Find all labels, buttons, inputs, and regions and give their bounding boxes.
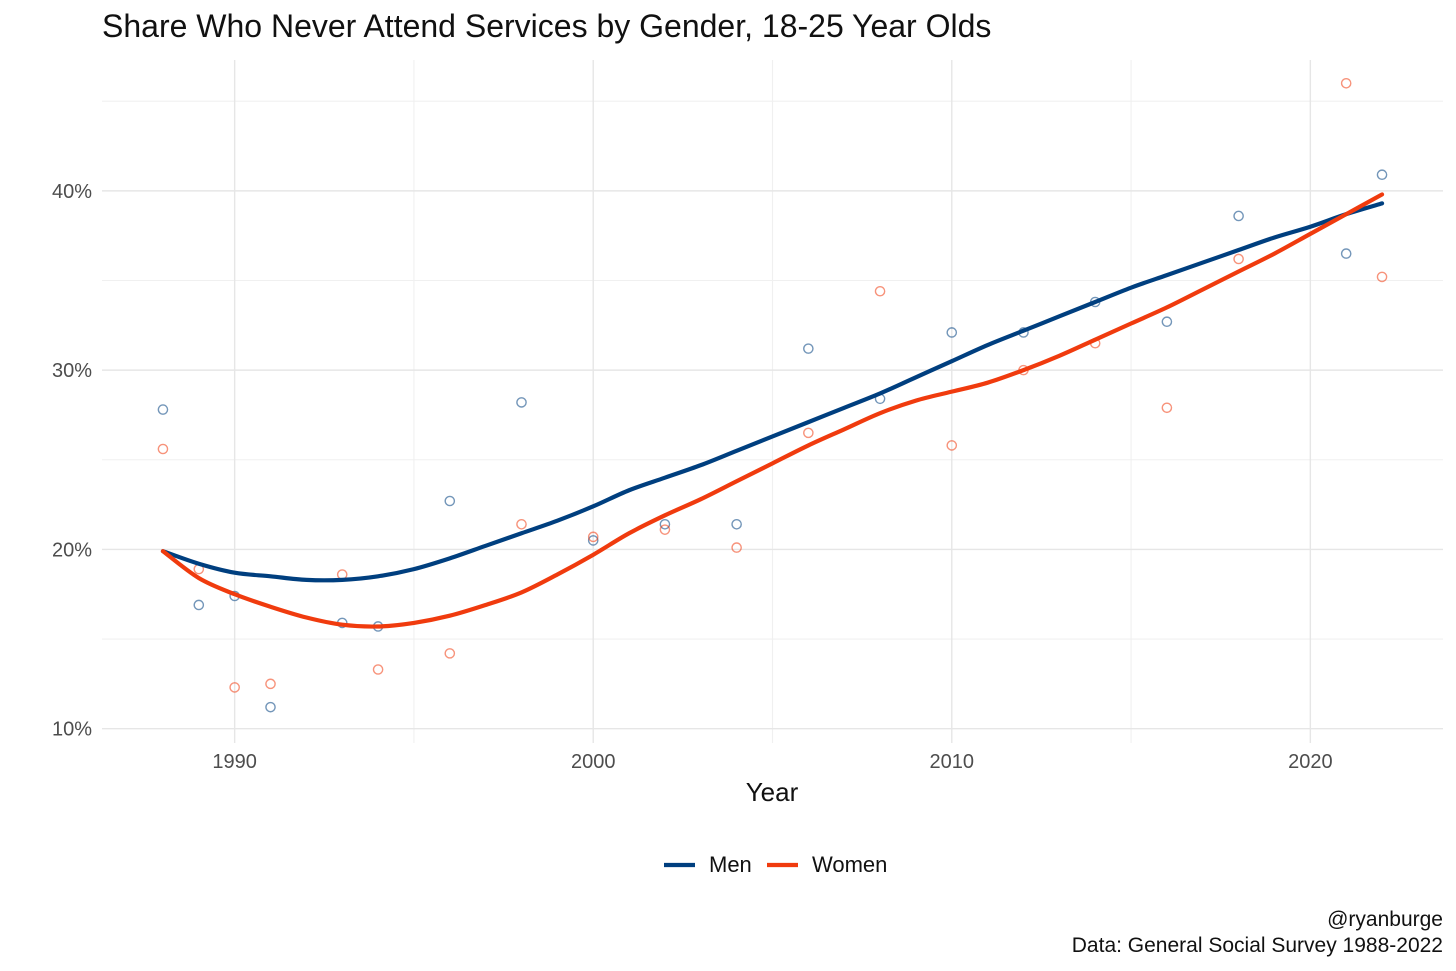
data-point-women: [803, 427, 814, 439]
y-tick-label: 10%: [52, 719, 92, 741]
legend-label-men: Men: [709, 852, 752, 877]
data-point-men: [265, 701, 276, 713]
data-point-men: [516, 397, 527, 408]
data-point-men: [659, 518, 671, 530]
data-point-men: [1161, 316, 1173, 328]
data-point-women: [265, 678, 276, 690]
x-tick-label: 2020: [1288, 751, 1333, 773]
caption-line: Data: General Social Survey 1988-2022: [1072, 934, 1443, 957]
grid: [102, 60, 1443, 743]
y-tick-label: 30%: [52, 360, 92, 382]
x-tick-label: 2010: [930, 751, 975, 773]
data-point-men: [193, 599, 205, 611]
data-point-women: [444, 648, 456, 659]
data-point-women: [1233, 253, 1244, 265]
legend: Men Women: [664, 852, 887, 877]
data-point-men: [1340, 248, 1352, 259]
data-point-women: [1340, 78, 1352, 89]
y-tick-label: 20%: [52, 539, 92, 561]
data-point-men: [444, 495, 456, 507]
x-tick-label: 1990: [212, 751, 257, 773]
data-point-women: [157, 443, 169, 455]
data-point-women: [731, 542, 742, 553]
trend-lines: [160, 192, 1385, 629]
data-point-men: [946, 327, 958, 338]
data-point-men: [803, 343, 814, 354]
trend-line-women: [160, 192, 1385, 629]
data-point-women: [372, 664, 384, 675]
data-point-men: [1233, 210, 1244, 222]
x-axis-ticks: 1990 2000 2010 2020: [212, 751, 1332, 773]
y-axis-ticks: 10% 20% 30% 40%: [52, 181, 92, 741]
data-point-women: [874, 285, 886, 297]
caption: @ryanburge Data: General Social Survey 19…: [1072, 908, 1443, 957]
data-point-women: [1161, 402, 1173, 414]
data-point-men: [1376, 169, 1388, 181]
data-point-women: [587, 531, 599, 543]
x-tick-label: 2000: [571, 751, 616, 773]
data-point-women: [229, 682, 240, 693]
y-tick-label: 40%: [52, 181, 92, 203]
data-point-men: [157, 404, 169, 415]
data-point-women: [659, 524, 671, 535]
data-point-men: [731, 518, 742, 530]
data-point-women: [1376, 271, 1388, 283]
legend-label-women: Women: [812, 852, 887, 877]
chart-title: Share Who Never Attend Services by Gende…: [102, 8, 991, 44]
caption-line: @ryanburge: [1327, 908, 1443, 931]
data-points: [157, 78, 1388, 713]
x-axis-title: Year: [746, 777, 799, 807]
data-point-men: [587, 535, 599, 546]
data-point-women: [516, 518, 527, 530]
trend-line-men: [160, 201, 1385, 583]
data-point-women: [946, 440, 958, 451]
